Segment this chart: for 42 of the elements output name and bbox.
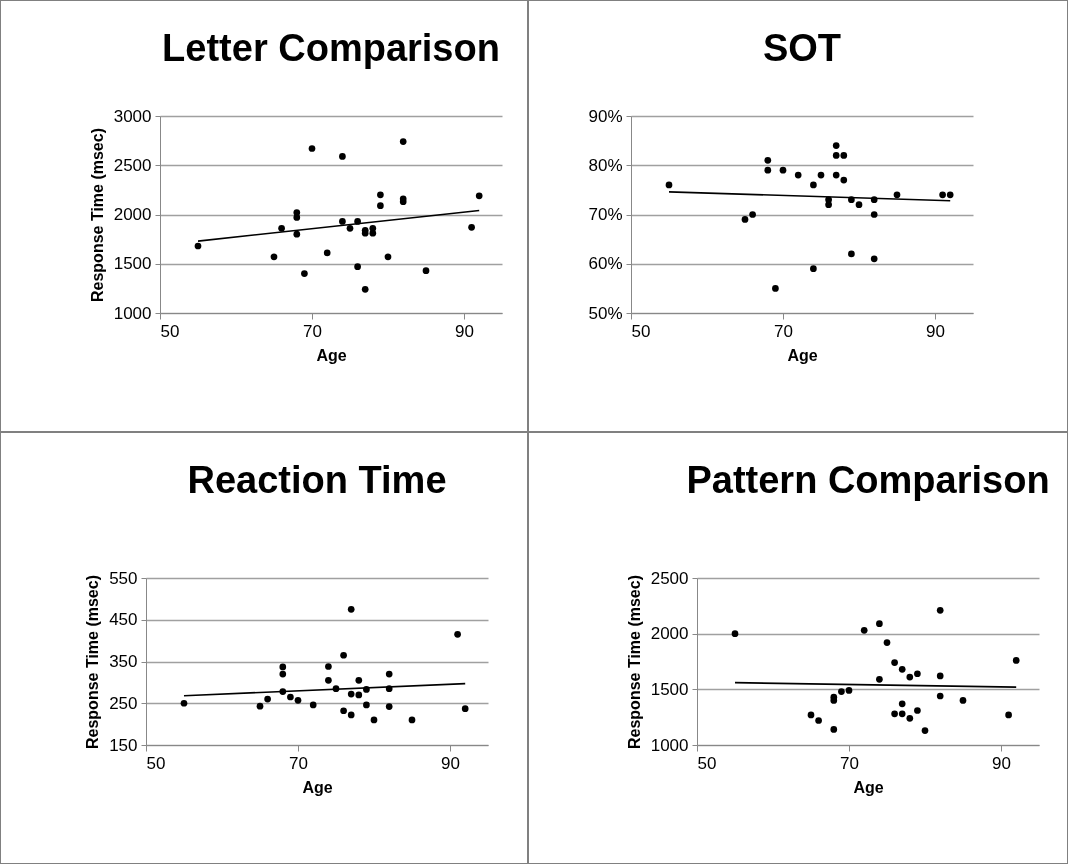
y-tick-label: 150	[109, 735, 138, 755]
x-axis-title: Age	[316, 346, 347, 364]
x-tick-label: 50	[160, 321, 180, 341]
chart-title: Letter Comparison	[162, 27, 500, 69]
x-tick-label: 90	[992, 753, 1011, 773]
x-tick-label: 50	[631, 321, 651, 341]
y-axis-title: Response Time (msec)	[88, 128, 106, 302]
x-tick-label: 50	[697, 753, 717, 773]
chart-title: Pattern Comparison	[686, 459, 1050, 501]
y-tick-label: 250	[109, 693, 138, 713]
x-axis-title: Age	[302, 778, 333, 796]
y-tick-label: 2000	[650, 624, 689, 644]
y-tick-label: 350	[109, 652, 138, 671]
x-tick-label: 70	[840, 753, 859, 773]
y-axis-title: Response Time (msec)	[625, 575, 643, 749]
y-tick-label: 1500	[113, 254, 152, 274]
x-tick-label: 90	[926, 321, 945, 341]
y-tick-label: 1500	[650, 679, 689, 699]
y-tick-label: 90%	[588, 106, 623, 126]
chart-title: SOT	[762, 27, 842, 69]
x-axis-title: Age	[853, 778, 884, 796]
chart-title: Reaction Time	[187, 459, 447, 501]
y-tick-label: 50%	[588, 303, 623, 323]
y-tick-label: 80%	[588, 155, 623, 175]
y-tick-label: 450	[109, 610, 138, 630]
x-tick-label: 70	[774, 321, 793, 341]
y-tick-label: 1000	[650, 735, 689, 755]
y-tick-label: 550	[109, 568, 138, 588]
y-tick-label: 2500	[650, 568, 689, 588]
x-tick-label: 90	[455, 321, 474, 341]
y-tick-label: 1000	[113, 303, 152, 323]
y-tick-label: 3000	[113, 106, 152, 126]
x-tick-label: 50	[146, 753, 166, 773]
y-tick-label: 60%	[588, 254, 623, 274]
y-axis-title: Response Time (msec)	[84, 575, 102, 749]
x-tick-label: 90	[441, 753, 460, 773]
y-tick-label: 70%	[588, 205, 623, 224]
x-tick-label: 70	[303, 321, 322, 341]
y-tick-label: 2500	[113, 155, 152, 175]
x-axis-title: Age	[787, 346, 818, 364]
x-tick-label: 70	[289, 753, 308, 773]
y-tick-label: 2000	[113, 205, 152, 224]
